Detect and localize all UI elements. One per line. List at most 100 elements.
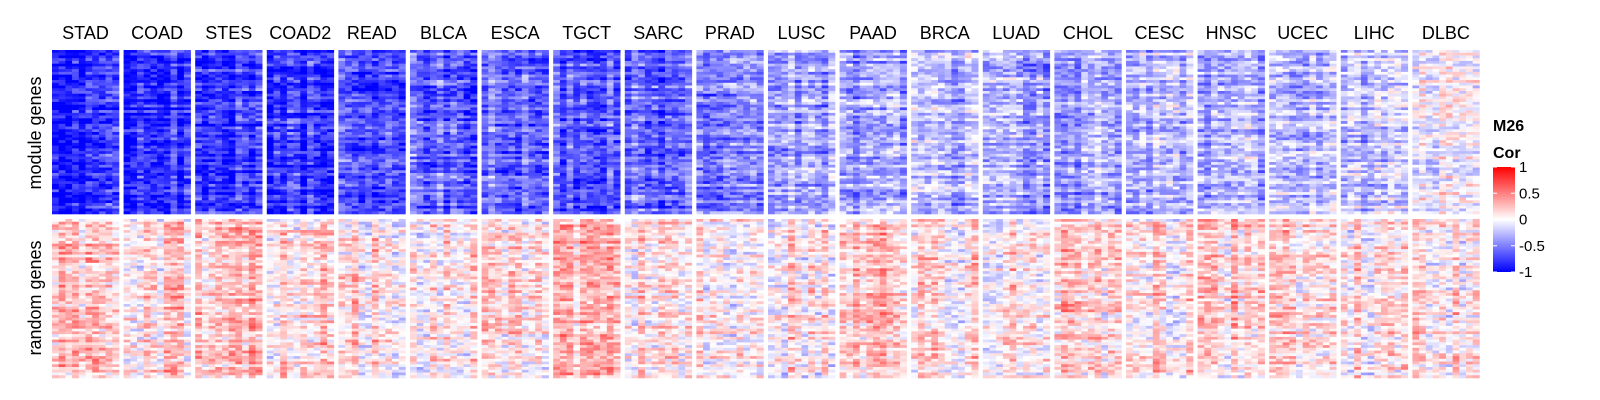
- heatmap-cell: [293, 235, 301, 239]
- heatmap-cell: [338, 107, 346, 111]
- heatmap-cell: [170, 342, 178, 346]
- heatmap-cell: [307, 77, 314, 81]
- heatmap-cell: [85, 273, 93, 277]
- heatmap-cell: [222, 200, 229, 204]
- heatmap-cell: [98, 271, 106, 275]
- heatmap-cell: [327, 80, 335, 84]
- heatmap-cell: [195, 178, 203, 182]
- heatmap-cell: [78, 175, 86, 179]
- heatmap-cell: [327, 132, 335, 136]
- heatmap-cell: [327, 240, 335, 244]
- heatmap-cell: [157, 229, 165, 234]
- heatmap-cell: [85, 66, 93, 70]
- heatmap-cell: [170, 309, 178, 313]
- heatmap-cell: [105, 71, 113, 75]
- heatmap-cell: [201, 314, 209, 318]
- heatmap-cell: [130, 358, 138, 362]
- heatmap-cell: [183, 101, 191, 105]
- heatmap-cell: [170, 284, 178, 288]
- heatmap-cell: [195, 301, 203, 305]
- heatmap-cell: [242, 284, 250, 288]
- heatmap-cell: [266, 85, 274, 89]
- heatmap-cell: [98, 99, 106, 103]
- heatmap-cell: [112, 121, 120, 125]
- heatmap-cell: [105, 101, 113, 105]
- heatmap-cell: [183, 112, 191, 116]
- heatmap-cell: [85, 295, 93, 299]
- heatmap-cell: [201, 162, 209, 166]
- heatmap-cell: [242, 60, 250, 64]
- heatmap-cell: [351, 115, 359, 119]
- heatmap-cell: [266, 290, 274, 294]
- heatmap-cell: [98, 140, 106, 144]
- heatmap-cell: [195, 205, 203, 209]
- heatmap-cell: [201, 265, 209, 269]
- heatmap-cell: [327, 221, 335, 225]
- heatmap-cell: [52, 173, 59, 177]
- heatmap-cell: [143, 52, 151, 56]
- heatmap-cell: [208, 197, 216, 201]
- heatmap-cell: [183, 273, 191, 277]
- heatmap-cell: [98, 101, 106, 105]
- heatmap-cell: [228, 104, 236, 108]
- heatmap-cell: [255, 350, 263, 354]
- heatmap-cell: [266, 167, 274, 171]
- heatmap-cell: [85, 364, 93, 368]
- heatmap-cell: [177, 110, 185, 114]
- heatmap-cell: [300, 77, 308, 81]
- heatmap-cell: [208, 137, 216, 141]
- heatmap-cell: [215, 219, 223, 223]
- heatmap-cell: [98, 320, 106, 324]
- heatmap-cell: [208, 129, 216, 133]
- heatmap-cell: [150, 331, 158, 335]
- heatmap-cell: [195, 123, 203, 127]
- heatmap-cell: [105, 55, 113, 59]
- heatmap-cell: [72, 320, 80, 324]
- heatmap-cell: [78, 350, 86, 354]
- heatmap-cell: [307, 112, 314, 116]
- heatmap-cell: [105, 309, 113, 313]
- heatmap-cell: [78, 358, 86, 362]
- heatmap-cell: [201, 328, 209, 332]
- heatmap-cell: [130, 164, 138, 168]
- heatmap-cell: [273, 142, 281, 146]
- heatmap-cell: [307, 232, 314, 236]
- heatmap-cell: [280, 134, 288, 138]
- heatmap-cell: [195, 203, 203, 207]
- heatmap-cell: [170, 257, 178, 261]
- heatmap-cell: [52, 110, 59, 114]
- heatmap-cell: [65, 189, 73, 193]
- heatmap-cell: [273, 262, 281, 266]
- heatmap-cell: [65, 121, 73, 125]
- heatmap-cell: [266, 257, 274, 261]
- heatmap-cell: [112, 295, 120, 299]
- heatmap-cell: [313, 208, 321, 212]
- heatmap-cell: [143, 178, 151, 182]
- heatmap-cell: [273, 167, 281, 171]
- heatmap-cell: [85, 328, 93, 332]
- heatmap-cell: [300, 123, 308, 127]
- heatmap-cell: [170, 115, 178, 119]
- heatmap-cell: [280, 314, 288, 318]
- heatmap-cell: [123, 60, 131, 64]
- heatmap-cell: [177, 257, 185, 261]
- heatmap-cell: [157, 123, 165, 127]
- heatmap-cell: [177, 55, 185, 59]
- heatmap-cell: [123, 167, 131, 171]
- heatmap-cell: [248, 162, 256, 166]
- heatmap-cell: [52, 238, 59, 242]
- heatmap-cell: [286, 156, 294, 160]
- heatmap-cell: [163, 367, 171, 371]
- heatmap-cell: [338, 58, 346, 62]
- heatmap-cell: [300, 121, 308, 125]
- heatmap-cell: [208, 309, 216, 313]
- heatmap-cell: [137, 232, 144, 236]
- heatmap-cell: [177, 126, 185, 130]
- heatmap-cell: [248, 52, 256, 56]
- heatmap-cell: [286, 303, 294, 308]
- heatmap-cell: [195, 200, 203, 204]
- heatmap-cell: [163, 205, 171, 209]
- heatmap-cell: [143, 317, 151, 321]
- heatmap-cell: [195, 192, 203, 196]
- heatmap-cell: [58, 181, 66, 185]
